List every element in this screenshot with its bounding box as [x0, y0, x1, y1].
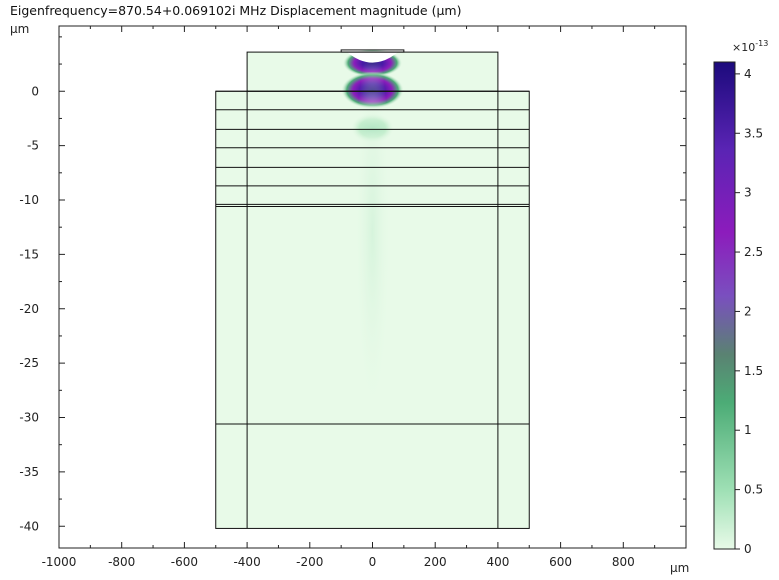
colorbar: ×10-13 0 0.5 1 1.5 2 2.5 3 3.5 4: [713, 39, 768, 556]
x-tick-label: -200: [296, 555, 323, 569]
colorbar-tick-label: 0.5: [744, 483, 763, 497]
colorbar-tick-label: 0: [744, 542, 752, 556]
chart-title: Eigenfrequency=870.54+0.069102i MHz Disp…: [10, 3, 461, 18]
colorbar-tick-label: 4: [744, 67, 752, 81]
colorbar-tick-label: 1.5: [744, 364, 763, 378]
y-axis-unit: µm: [10, 22, 29, 36]
y-tick-label: -15: [19, 247, 39, 261]
x-tick-label: 0: [369, 555, 377, 569]
colorbar-tick-label: 3: [744, 186, 752, 200]
colorbar-scale: [713, 61, 736, 550]
x-tick-label: -1000: [42, 555, 77, 569]
y-axis: 0 -5 -10 -15 -20 -25 -30 -35 -40: [19, 36, 686, 533]
y-tick-label: -30: [19, 411, 39, 425]
colorbar-exponent: -13: [755, 39, 768, 48]
top-cap-outline: [340, 49, 405, 53]
y-tick-label: 0: [31, 84, 39, 98]
y-tick-label: -25: [19, 356, 39, 370]
lens-cap: [345, 51, 400, 63]
colorbar-multiplier: ×10-13: [732, 39, 768, 54]
colorbar-tick-label: 1: [744, 423, 752, 437]
x-axis: -1000 -800 -600 -400 -200 0 200 400 600 800: [42, 26, 656, 569]
plot-area: -1000 -800 -600 -400 -200 0 200 400 600 800 0-5-1…: [19, 25, 687, 569]
x-tick-label: 600: [549, 555, 572, 569]
colorbar-tick-label: 3.5: [744, 126, 763, 140]
x-tick-label: 200: [424, 555, 447, 569]
colorbar-tick-label: 2: [744, 304, 752, 318]
displacement-hotspot: [353, 36, 392, 429]
x-tick-label: 800: [612, 555, 635, 569]
y-tick-label: -20: [19, 302, 39, 316]
x-tick-label: -400: [233, 555, 260, 569]
y-tick-label: -5: [27, 139, 39, 153]
colorbar-ticks: 0 0.5 1 1.5 2 2.5 3 3.5 4: [735, 67, 763, 556]
y-tick-label: -35: [19, 465, 39, 479]
x-tick-label: -800: [108, 555, 135, 569]
x-tick-label: 400: [486, 555, 509, 569]
geometry-layers: [215, 36, 530, 529]
y-tick-label: -10: [19, 193, 39, 207]
y-tick-label: -40: [19, 519, 39, 533]
x-tick-label: -600: [171, 555, 198, 569]
colorbar-tick-label: 2.5: [744, 245, 763, 259]
x-axis-unit: µm: [670, 561, 689, 575]
